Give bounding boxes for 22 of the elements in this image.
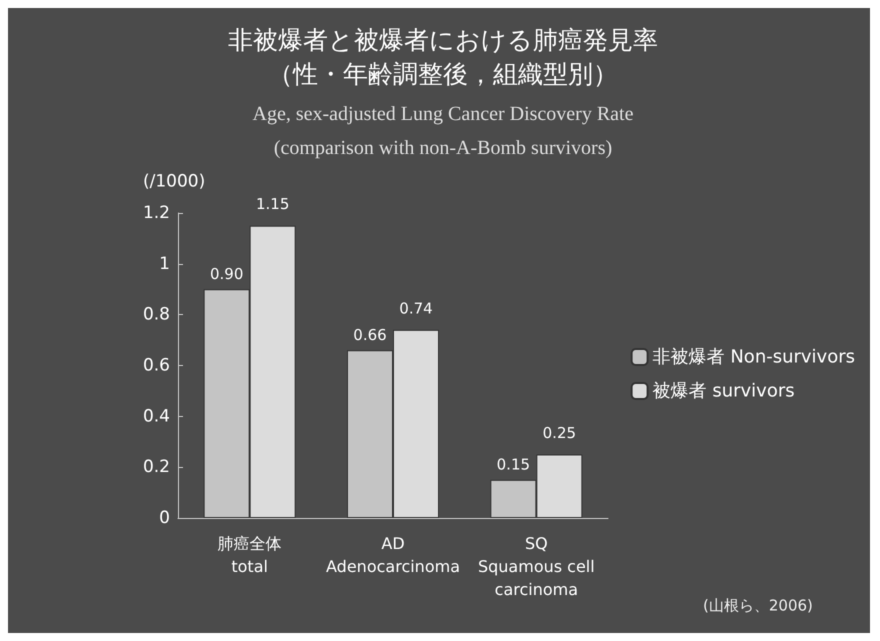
- data-label: 0.15: [496, 455, 530, 474]
- y-tick-label: 1: [159, 254, 170, 274]
- y-axis-title: (/1000): [143, 172, 206, 192]
- y-tick-label: 1.2: [142, 203, 170, 223]
- y-tick-label: 0.8: [142, 304, 170, 325]
- data-label: 0.25: [542, 424, 576, 442]
- x-tick-label: AD Adenocarcinoma: [326, 534, 460, 576]
- data-label: 0.90: [210, 264, 244, 283]
- y-tick-label: 0.6: [142, 356, 170, 376]
- chart-subtitle: Age, sex-adjusted Lung Cancer Discovery Rate (comparison with non-A-Bomb survivors): [252, 103, 634, 159]
- text: (山根ら、2006): [703, 596, 813, 614]
- legend-label: 非被爆者 Non-survivors: [652, 346, 856, 368]
- x-tick-label: SQ Squamous cell carcinoma: [478, 534, 595, 599]
- data-label: 1.15: [256, 195, 290, 214]
- y-tick-label: 0.2: [142, 457, 170, 478]
- data-label: 0.74: [399, 299, 433, 318]
- y-tick-label: 0: [159, 508, 170, 528]
- y-tick-label: 0.4: [142, 406, 170, 426]
- chart-title: 非被爆者と被爆者における肺癌発見率（性・年齢調整後，組織型別）: [228, 26, 658, 88]
- x-tick-label: 肺癌全体 total: [218, 534, 282, 576]
- data-label: 0.66: [353, 326, 387, 344]
- legend-label: 被爆者 survivors: [652, 380, 795, 402]
